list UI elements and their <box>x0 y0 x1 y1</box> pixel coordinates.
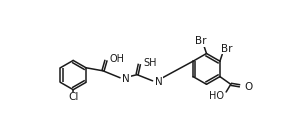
Text: Br: Br <box>221 44 233 54</box>
Text: Br: Br <box>195 36 206 46</box>
Text: HO: HO <box>209 91 224 101</box>
Text: SH: SH <box>143 58 157 68</box>
Text: N: N <box>155 77 163 87</box>
Text: Cl: Cl <box>68 92 78 102</box>
Text: O: O <box>244 82 252 92</box>
Text: N: N <box>122 74 130 84</box>
Text: OH: OH <box>109 54 124 64</box>
